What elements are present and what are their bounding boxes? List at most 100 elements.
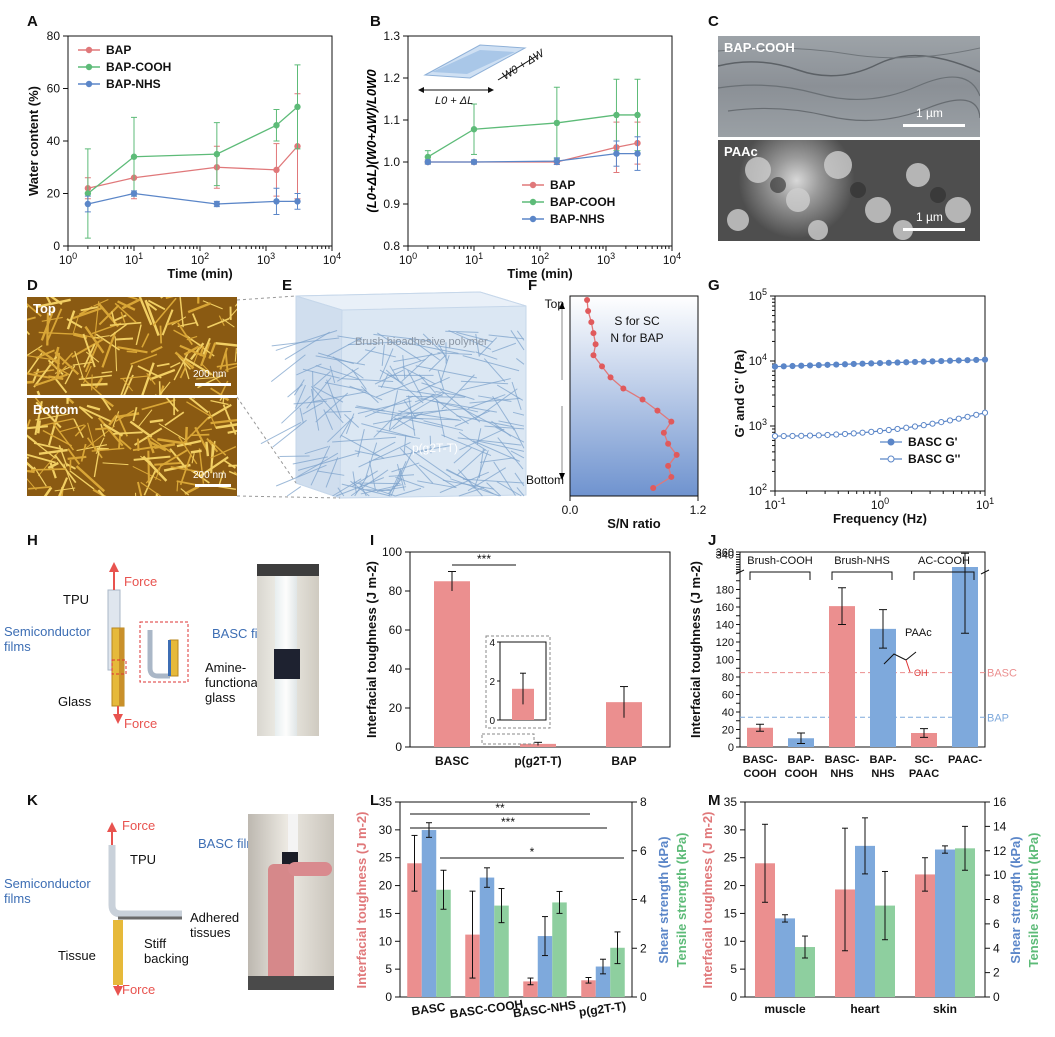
y-axis-label: Interfacial toughness (J m-2) (688, 561, 703, 738)
y-tick-label: 102 (749, 482, 767, 498)
y-tick-label: 20 (47, 187, 61, 201)
nanofiber (377, 332, 422, 362)
nanofiber (190, 469, 210, 484)
x-tick-label: 100 (59, 251, 77, 267)
nanofiber (126, 350, 138, 354)
nanofiber (110, 311, 116, 324)
nanofiber (349, 385, 383, 401)
x-tick-label: 101 (465, 251, 483, 267)
nanofiber (98, 304, 120, 326)
nanofiber (223, 398, 230, 402)
x-axis-label: Time (min) (507, 266, 573, 281)
nanofiber (36, 347, 61, 366)
tissue-label: Tissue (58, 948, 96, 963)
nanofiber (325, 411, 352, 413)
nanofiber (456, 449, 486, 476)
force-label: Force (122, 982, 155, 997)
nanofiber (210, 399, 229, 406)
nanofiber (208, 410, 217, 429)
bar-muscle-Interfacial toughness (755, 863, 775, 997)
nanofiber (109, 321, 142, 327)
y-tick-label: 100 (716, 655, 734, 667)
inset-y-tick-label: 2 (489, 677, 495, 688)
nanofiber (450, 478, 500, 497)
nanofiber (223, 459, 236, 469)
nanofiber (194, 426, 209, 452)
bar-BASC-COOH (747, 727, 773, 747)
nanofiber (459, 428, 505, 451)
afm-bottom-label: Bottom (33, 402, 79, 417)
nanofiber (417, 376, 450, 393)
adhered-label: Adhered tissues (190, 910, 239, 940)
nanofiber (323, 409, 334, 431)
nanofiber (93, 446, 101, 478)
nanofiber (388, 415, 405, 431)
data-point (833, 361, 840, 368)
bar-heart-Tensile strength (875, 905, 895, 997)
plot-frame (739, 551, 986, 748)
nanofiber (373, 417, 394, 438)
inset-sheet-icon (432, 50, 515, 74)
nanofiber (297, 452, 361, 471)
nanofiber (80, 382, 108, 387)
polymer-label: Brush bioadhesive polymer (355, 336, 488, 348)
y-tick-label: 0 (395, 740, 402, 754)
nanofiber (27, 461, 36, 472)
y-tick-label: 0 (730, 990, 737, 1004)
nanofiber (510, 450, 525, 459)
nanofiber (361, 423, 414, 438)
data-point (894, 359, 901, 366)
nanofiber (479, 337, 498, 356)
nanofiber (476, 440, 525, 452)
nanofiber (222, 318, 235, 328)
x-axis-label: Time (min) (167, 266, 233, 281)
data-point (964, 357, 971, 364)
nanofiber (132, 465, 162, 482)
x-tick-label: 102 (191, 251, 209, 267)
nanofiber (228, 470, 237, 476)
nanofiber (325, 457, 339, 488)
bottom-label: Bottom (526, 473, 564, 487)
data-point (955, 415, 962, 422)
nanofiber (210, 418, 237, 425)
films-label: Semiconductor films (4, 624, 91, 654)
x-tick-label: BASC- (743, 754, 778, 766)
nanofiber (201, 428, 213, 432)
nanofiber (148, 460, 159, 474)
x-tick-label: 1.2 (690, 503, 707, 517)
nanofiber (176, 439, 202, 448)
nanofiber (61, 352, 74, 365)
nanofiber (488, 334, 525, 340)
nanofiber (306, 377, 332, 409)
nanofiber (122, 378, 134, 392)
nanofiber (140, 455, 151, 465)
nanofiber (511, 381, 522, 410)
molecule-label: PAAc (905, 627, 932, 639)
nanofiber (395, 340, 459, 354)
nanofiber (78, 374, 112, 381)
nanofiber (101, 370, 113, 374)
arrow-head (488, 87, 494, 93)
nanofiber (27, 453, 56, 464)
data-point (841, 361, 849, 368)
nanofiber (513, 427, 525, 449)
nanofiber (100, 398, 114, 408)
reference-label: BASC (987, 668, 1017, 680)
scale-bar-label: 1 µm (916, 210, 943, 224)
nanofiber (205, 441, 210, 457)
data-point (903, 424, 910, 431)
nanofiber (100, 423, 106, 437)
nanofiber (332, 436, 397, 443)
nanofiber (79, 406, 94, 420)
nanofiber (392, 358, 426, 371)
group-label: Brush-COOH (747, 555, 812, 567)
data-point (876, 427, 884, 435)
glass-label: Glass (58, 694, 92, 709)
series-line-BAP-COOH (427, 114, 638, 158)
nanofiber (182, 417, 209, 444)
nanofiber (458, 431, 487, 452)
nanofiber (324, 382, 367, 392)
nanofiber (200, 342, 211, 367)
nanofiber (72, 361, 93, 366)
nanofiber (86, 404, 101, 411)
